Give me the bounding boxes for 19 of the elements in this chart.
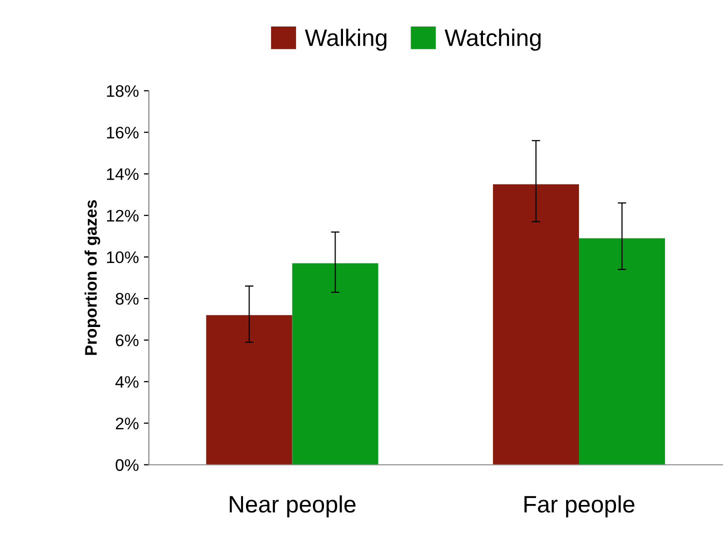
y-tick-label: 18% [107, 85, 139, 97]
x-tick-label: Far people [524, 495, 634, 518]
y-tick-label: 16% [107, 126, 139, 139]
y-tick-label: 14% [107, 168, 139, 180]
legend-label: Watching [444, 28, 541, 51]
x-tick-label: Near people [230, 495, 356, 518]
y-tick-label: 6% [116, 334, 139, 346]
y-tick-label: 0% [116, 459, 139, 471]
bar [578, 238, 666, 465]
bar [292, 263, 378, 465]
y-axis-title: Proportion of gazes [84, 200, 100, 355]
y-tick-label: 4% [115, 376, 139, 388]
y-tick-label: 8% [116, 292, 139, 305]
y-tick-label: 12% [107, 210, 139, 222]
y-tick-label: 10% [107, 251, 139, 264]
bar [492, 184, 579, 465]
legend-label: Walking [304, 28, 386, 51]
bar [206, 315, 292, 465]
y-tick-label: 2% [116, 418, 139, 430]
